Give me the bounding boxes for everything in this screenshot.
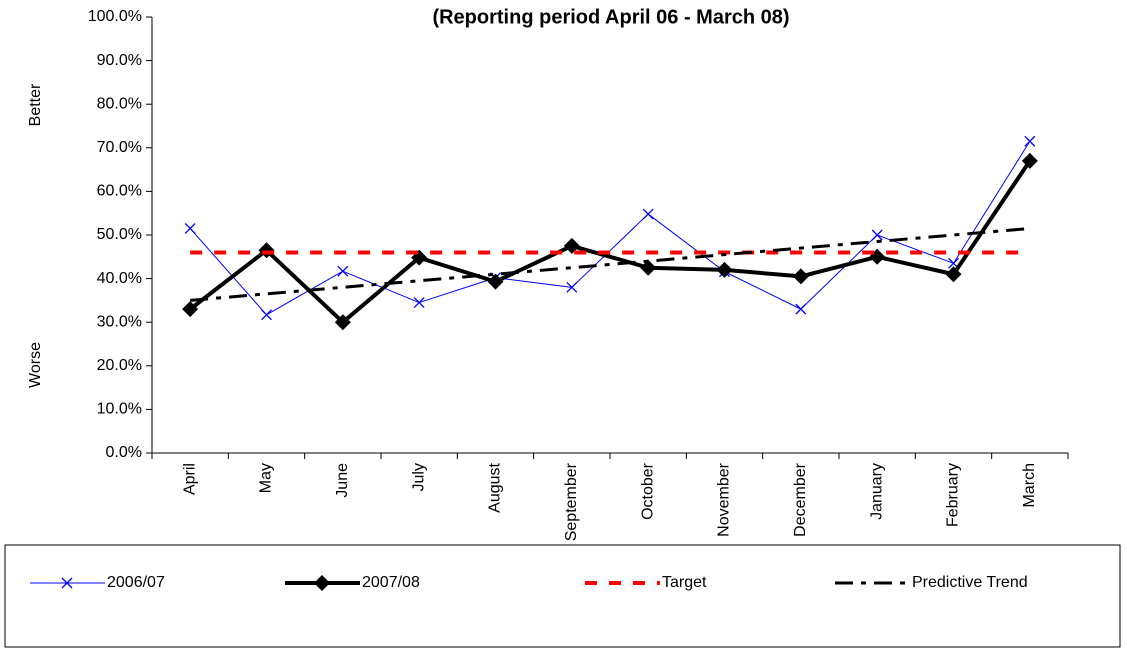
x-tick-label: November: [716, 462, 733, 536]
marker: [563, 237, 580, 254]
x-tick-label: April: [181, 463, 198, 495]
marker: [413, 297, 425, 309]
series-line: [188, 159, 1032, 325]
y-tick-label: 20.0%: [97, 357, 142, 374]
y-tick-label: 40.0%: [97, 270, 142, 287]
chart-title: (Reporting period April 06 - March 08): [432, 6, 789, 28]
marker: [487, 273, 504, 290]
x-tick-label: July: [410, 463, 427, 491]
x-tick-label: February: [945, 463, 962, 527]
marker: [337, 265, 349, 277]
y-tick-label: 90.0%: [97, 52, 142, 69]
marker: [792, 268, 809, 285]
x-tick-label: March: [1021, 463, 1038, 507]
legend-label: Target: [662, 574, 707, 591]
legend-marker: [61, 577, 73, 589]
marker: [640, 259, 657, 276]
series-line: [190, 226, 1030, 302]
y-tick-label: 100.0%: [88, 8, 142, 25]
y-annotation: Worse: [27, 342, 44, 388]
marker: [642, 208, 654, 220]
legend-label: 2006/07: [107, 574, 165, 591]
marker: [1021, 152, 1038, 169]
x-tick-label: August: [487, 462, 504, 512]
x-tick-label: October: [639, 462, 656, 520]
y-tick-label: 30.0%: [97, 313, 142, 330]
marker: [258, 242, 275, 259]
marker: [871, 229, 883, 241]
x-tick-label: May: [258, 463, 275, 493]
y-tick-label: 60.0%: [97, 183, 142, 200]
x-tick-label: December: [792, 462, 809, 536]
y-tick-label: 50.0%: [97, 226, 142, 243]
y-tick-label: 0.0%: [106, 444, 142, 461]
marker: [795, 303, 807, 315]
y-tick-label: 70.0%: [97, 139, 142, 156]
legend-marker: [314, 575, 330, 591]
marker: [182, 301, 199, 318]
y-tick-label: 80.0%: [97, 95, 142, 112]
x-tick-label: January: [868, 463, 885, 520]
marker: [184, 223, 196, 234]
marker: [334, 314, 351, 331]
marker: [945, 266, 962, 283]
marker: [261, 309, 272, 321]
marker: [1024, 135, 1036, 147]
legend-label: 2007/08: [362, 574, 420, 591]
legend-box: [4, 544, 1121, 648]
x-tick-label: June: [334, 463, 351, 498]
y-annotation: Better: [27, 83, 44, 126]
x-tick-label: September: [563, 462, 580, 541]
legend-label: Predictive Trend: [912, 574, 1028, 591]
y-tick-label: 10.0%: [97, 401, 142, 418]
marker: [716, 261, 733, 278]
marker: [566, 281, 578, 293]
